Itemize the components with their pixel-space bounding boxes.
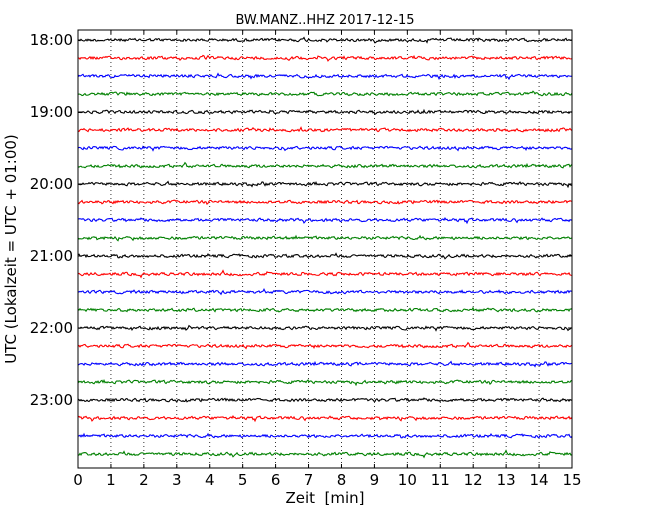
trace-row-15: [77, 288, 573, 296]
x-tick-label: 1: [106, 471, 116, 489]
x-tick-label: 8: [337, 471, 347, 489]
x-tick-label: 9: [370, 471, 380, 489]
x-tick-label: 6: [271, 471, 281, 489]
trace-row-3: [77, 72, 573, 81]
x-tick-label: 10: [398, 471, 417, 489]
trace-row-2: [77, 54, 573, 62]
trace-group: [77, 36, 573, 459]
trace-row-7: [77, 145, 573, 152]
trace-row-11: [77, 217, 573, 225]
x-tick-label: 4: [205, 471, 215, 489]
trace-row-20: [77, 379, 573, 387]
x-tick-label: 13: [497, 471, 516, 489]
y-tick-label: 22:00: [30, 319, 73, 337]
x-tick-label: 0: [73, 471, 83, 489]
trace-row-19: [77, 360, 573, 368]
trace-row-24: [77, 449, 573, 459]
x-tick-label: 2: [139, 471, 149, 489]
x-tick-label: 7: [304, 471, 314, 489]
x-tick-label: 11: [431, 471, 450, 489]
trace-row-4: [77, 90, 573, 97]
chart-title: BW.MANZ..HHZ 2017-12-15: [235, 13, 414, 28]
trace-row-14: [77, 269, 573, 279]
trace-row-18: [77, 341, 573, 350]
y-tick-label: 18:00: [30, 31, 73, 49]
plot-frame: [77, 29, 573, 469]
x-axis: 0 1 2 3 4 5 6 7 8 9 10 11 12 13 14 15: [73, 30, 582, 489]
x-tick-label: 14: [530, 471, 549, 489]
x-tick-label: 3: [172, 471, 182, 489]
trace-row-9: [77, 180, 573, 189]
y-tick-label: 21:00: [30, 247, 73, 265]
trace-row-23: [77, 432, 573, 439]
y-axis: 18:00 19:00 20:00 21:00 22:00 23:00: [30, 31, 572, 409]
trace-row-13: [77, 252, 573, 260]
x-tick-label: 12: [464, 471, 483, 489]
x-axis-label: Zeit [min]: [285, 489, 364, 507]
trace-row-21: [77, 397, 573, 403]
trace-row-8: [77, 161, 573, 169]
x-tick-label: 5: [238, 471, 248, 489]
trace-row-5: [77, 108, 573, 116]
trace-row-6: [77, 126, 573, 133]
trace-row-16: [77, 306, 573, 313]
trace-row-12: [77, 234, 573, 242]
trace-row-22: [77, 415, 573, 423]
y-axis-label: UTC (Lokalzeit = UTC + 01:00): [2, 134, 20, 364]
y-tick-label: 20:00: [30, 175, 73, 193]
trace-row-1: [77, 36, 573, 44]
trace-row-17: [77, 324, 573, 332]
trace-row-10: [77, 199, 573, 206]
y-tick-label: 19:00: [30, 103, 73, 121]
y-tick-label: 23:00: [30, 391, 73, 409]
grid-lines: [110, 30, 540, 468]
x-tick-label: 15: [562, 471, 581, 489]
